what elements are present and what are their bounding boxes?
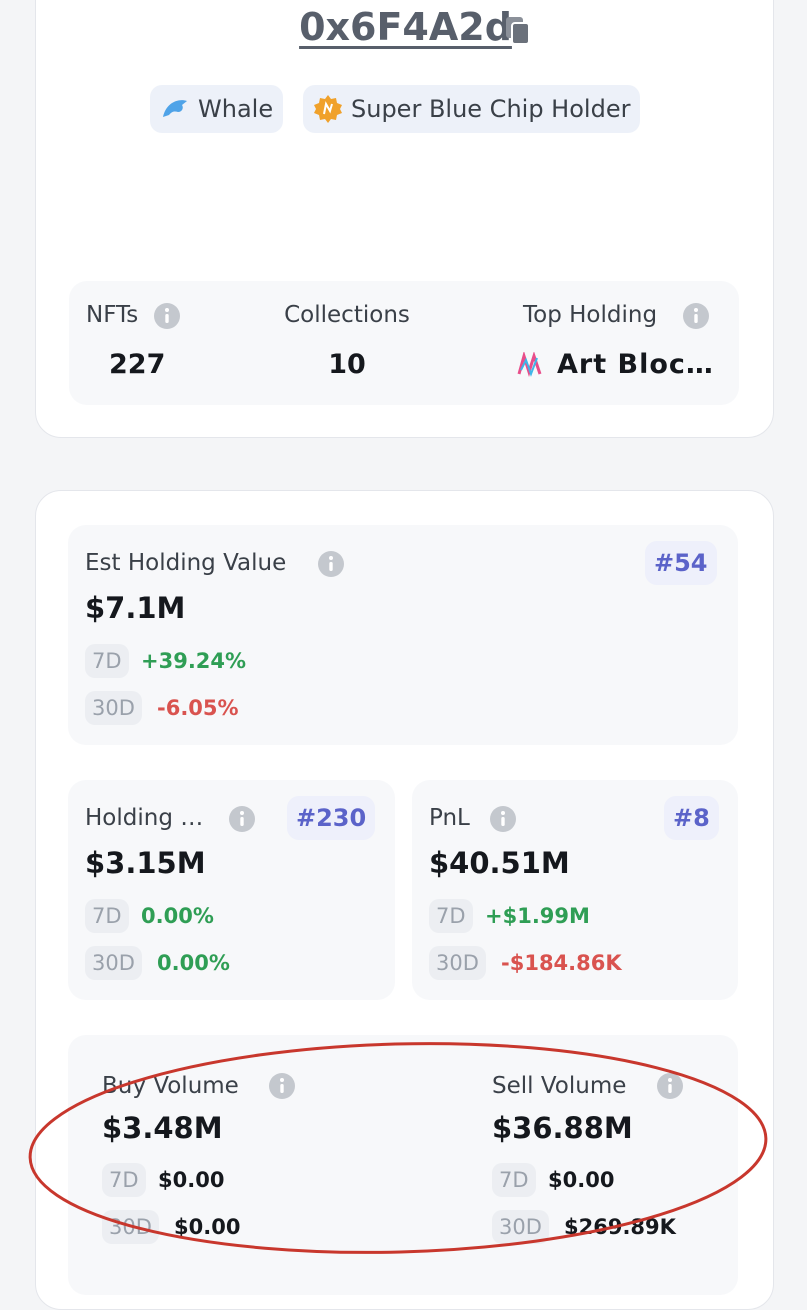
- volume-label: Sell Volume: [492, 1073, 627, 1099]
- est-holding-card: Est Holding Value #54 $7.1M 7D +39.24% 3…: [68, 525, 738, 745]
- volume-value: $36.88M: [492, 1111, 633, 1145]
- info-icon[interactable]: [317, 550, 345, 578]
- stat-label: Est Holding Value: [85, 550, 287, 576]
- summary-value: 227: [109, 349, 166, 380]
- badge: Whale: [150, 85, 284, 133]
- summary-label: Top Holding: [523, 302, 658, 328]
- summary-box: NFTs 227 Collections 10 Top Holding Art …: [69, 281, 739, 405]
- volume-value: $3.48M: [102, 1111, 223, 1145]
- change: 0.00%: [141, 904, 214, 928]
- dolphin-icon: [163, 100, 187, 117]
- rank: #230: [287, 796, 376, 840]
- info-icon[interactable]: [228, 805, 256, 833]
- stat-value: $3.15M: [85, 846, 206, 880]
- period: 30D: [429, 946, 486, 980]
- info-icon[interactable]: [682, 302, 710, 330]
- stat-label: Holding …: [85, 805, 204, 831]
- info-icon[interactable]: [656, 1072, 684, 1100]
- volume-label: Buy Volume: [102, 1073, 239, 1099]
- stat-label: PnL: [429, 805, 470, 831]
- badge: Super Blue Chip Holder: [303, 85, 641, 133]
- badge-label: Super Blue Chip Holder: [351, 95, 631, 123]
- rank: #54: [645, 541, 717, 585]
- rank: #8: [664, 796, 719, 840]
- period: 7D: [492, 1163, 536, 1197]
- change: +39.24%: [141, 649, 247, 673]
- period: 30D: [492, 1210, 549, 1244]
- change: -6.05%: [157, 696, 239, 720]
- page: 0x6F4A2d Whale Super Blue Chip Holder NF…: [28, 0, 774, 1310]
- profile-card: 0x6F4A2d Whale Super Blue Chip Holder NF…: [35, 0, 774, 438]
- volume-change: $269.89K: [564, 1215, 676, 1239]
- period: 7D: [85, 899, 129, 933]
- volume-card: Buy Volume $3.48M 7D $0.00 30D $0.00 Sel…: [68, 1035, 738, 1295]
- stat-value: $40.51M: [429, 846, 570, 880]
- volume-change: $0.00: [174, 1215, 241, 1239]
- volume-change: $0.00: [158, 1168, 225, 1192]
- change: -$184.86K: [501, 951, 622, 975]
- badge-label: Whale: [198, 95, 274, 123]
- change: 0.00%: [157, 951, 230, 975]
- address-row: 0x6F4A2d: [36, 5, 775, 49]
- summary-value: 10: [328, 349, 366, 380]
- summary-value: Art Bloc…: [557, 349, 714, 380]
- period: 30D: [85, 691, 142, 725]
- info-icon[interactable]: [268, 1072, 296, 1100]
- summary-label: NFTs: [86, 302, 139, 328]
- stat-value: $7.1M: [85, 591, 186, 625]
- period: 7D: [85, 644, 129, 678]
- period: 30D: [85, 946, 142, 980]
- blue-chip-icon: [314, 95, 342, 123]
- period: 30D: [102, 1210, 159, 1244]
- period: 7D: [429, 899, 473, 933]
- pnl-card: PnL #8 $40.51M 7D +$1.99M 30D -$184.86K: [412, 780, 738, 1000]
- holding-card: Holding … #230 $3.15M 7D 0.00% 30D 0.00%: [68, 780, 395, 1000]
- info-icon[interactable]: [153, 302, 181, 330]
- volume-change: $0.00: [548, 1168, 615, 1192]
- wallet-address[interactable]: 0x6F4A2d: [299, 5, 512, 49]
- summary-label: Collections: [284, 302, 410, 328]
- copy-icon[interactable]: [504, 15, 532, 47]
- period: 7D: [102, 1163, 146, 1197]
- art-blocks-icon: [517, 352, 542, 378]
- change: +$1.99M: [485, 904, 590, 928]
- info-icon[interactable]: [489, 805, 517, 833]
